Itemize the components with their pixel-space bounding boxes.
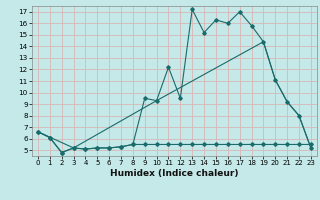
X-axis label: Humidex (Indice chaleur): Humidex (Indice chaleur): [110, 169, 239, 178]
